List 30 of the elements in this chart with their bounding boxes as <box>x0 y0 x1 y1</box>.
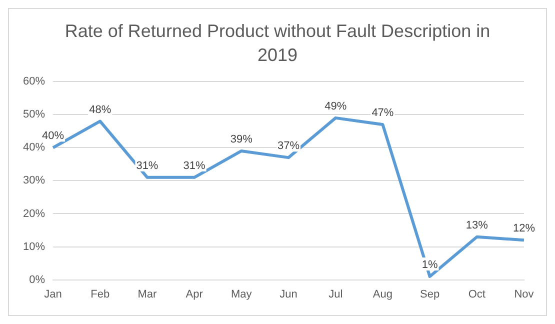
x-tick-label: May <box>231 288 252 300</box>
data-label: 39% <box>230 134 253 146</box>
x-tick-label: Aug <box>372 288 392 300</box>
y-tick-label: 30% <box>22 174 46 187</box>
x-tick-label: Oct <box>468 288 486 300</box>
y-tick-label: 10% <box>22 240 46 253</box>
data-label: 1% <box>422 259 438 272</box>
y-tick-label: 50% <box>22 108 46 121</box>
data-label: 40% <box>42 130 64 142</box>
x-tick-label: Mar <box>138 288 158 300</box>
data-label: 13% <box>466 219 488 232</box>
y-tick-label: 0% <box>29 274 46 286</box>
x-tick-label: Sep <box>420 288 440 300</box>
y-tick-label: 60% <box>22 76 46 88</box>
x-tick-label: Apr <box>186 288 204 300</box>
x-tick-label: Jun <box>280 288 298 300</box>
data-label: 48% <box>89 104 112 116</box>
x-tick-label: Nov <box>514 288 534 300</box>
x-tick-label: Jan <box>44 288 62 300</box>
y-tick-label: 40% <box>22 142 46 154</box>
data-label: 12% <box>512 222 536 235</box>
data-label: 31% <box>183 160 206 172</box>
y-tick-label: 20% <box>22 208 46 220</box>
x-tick-label: Jul <box>328 288 343 300</box>
data-label: 37% <box>277 140 300 152</box>
data-label: 31% <box>136 160 158 172</box>
data-label: 47% <box>372 107 394 120</box>
chart-title: Rate of Returned Product without Fault Description in 2019 <box>64 20 492 67</box>
x-tick-label: Feb <box>90 288 110 300</box>
data-label: 49% <box>324 100 347 112</box>
